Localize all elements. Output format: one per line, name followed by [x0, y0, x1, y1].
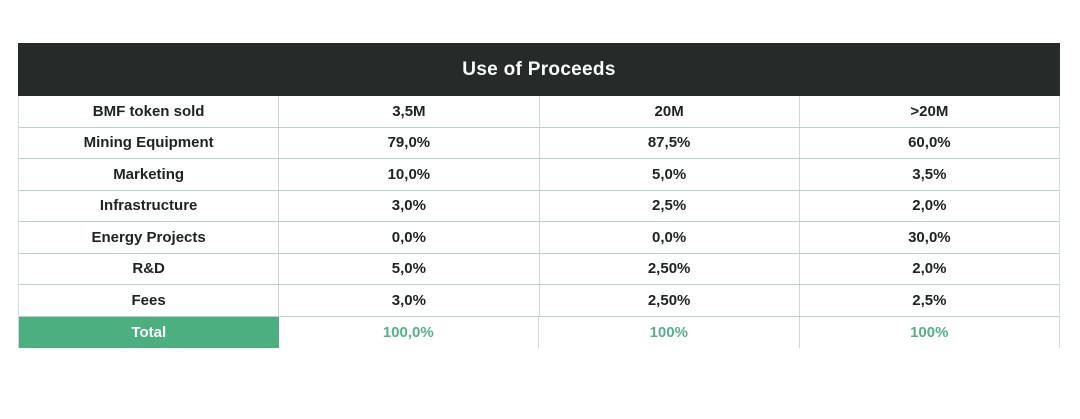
table-cell: 3,0% — [279, 190, 540, 221]
row-label: Fees — [19, 285, 280, 316]
table-cell: 3,5% — [912, 165, 947, 183]
table-row-bmf-token-sold: BMF token sold 3,5M 20M >20M — [19, 96, 1059, 128]
table-row-total: Total 100,0% 100% 100% — [19, 316, 1059, 348]
table-cell: 87,5% — [540, 127, 800, 158]
table-cell: 2,0% — [912, 260, 947, 278]
row-label: BMF token sold — [19, 96, 280, 127]
table-cell: >20M — [910, 102, 949, 120]
row-label: Infrastructure — [19, 190, 280, 221]
table-cell: 5,0% — [279, 253, 540, 284]
table-cell: 79,0% — [279, 127, 540, 158]
row-label: R&D — [19, 253, 280, 284]
table-row-mining-equipment: Mining Equipment 79,0% 87,5% 60,0% — [19, 127, 1059, 159]
table-row-infrastructure: Infrastructure 3,0% 2,5% 2,0% — [19, 190, 1059, 222]
table-row-energy-projects: Energy Projects 0,0% 0,0% 30,0% — [19, 222, 1059, 254]
table-cell: 3,0% — [279, 285, 540, 316]
table-cell: 10,0% — [279, 159, 540, 190]
table-cell: 20M — [540, 96, 800, 127]
table-title-bar: Use of Proceeds — [18, 43, 1060, 96]
row-label: Energy Projects — [19, 222, 280, 253]
total-label-cell: Total — [19, 316, 279, 348]
table-cell: 2,0% — [912, 197, 947, 215]
table-cell: 2,5% — [540, 190, 800, 221]
table-row-rnd: R&D 5,0% 2,50% 2,0% — [19, 253, 1059, 285]
table-cell: 0,0% — [279, 222, 540, 253]
total-value-cell: 100% — [539, 316, 800, 348]
table-cell: 2,5% — [912, 291, 947, 309]
total-value-cell: 100% — [910, 323, 949, 341]
table-cell: 2,50% — [540, 285, 800, 316]
table-cell: 3,5M — [279, 96, 540, 127]
table-cell: 5,0% — [540, 159, 800, 190]
table-cell: 2,50% — [540, 253, 800, 284]
row-label: Marketing — [19, 159, 280, 190]
table-cell: 60,0% — [908, 134, 951, 152]
row-label: Mining Equipment — [19, 127, 280, 158]
table-cell: 30,0% — [908, 228, 951, 246]
total-value-cell: 100,0% — [279, 316, 539, 348]
use-of-proceeds-table: Use of Proceeds BMF token sold 3,5M 20M … — [18, 43, 1060, 348]
table-row-marketing: Marketing 10,0% 5,0% 3,5% — [19, 159, 1059, 191]
table-cell: 0,0% — [540, 222, 800, 253]
table-title: Use of Proceeds — [462, 58, 616, 80]
table-row-fees: Fees 3,0% 2,50% 2,5% — [19, 285, 1059, 317]
table-body: BMF token sold 3,5M 20M >20M Mining Equi… — [18, 96, 1060, 348]
